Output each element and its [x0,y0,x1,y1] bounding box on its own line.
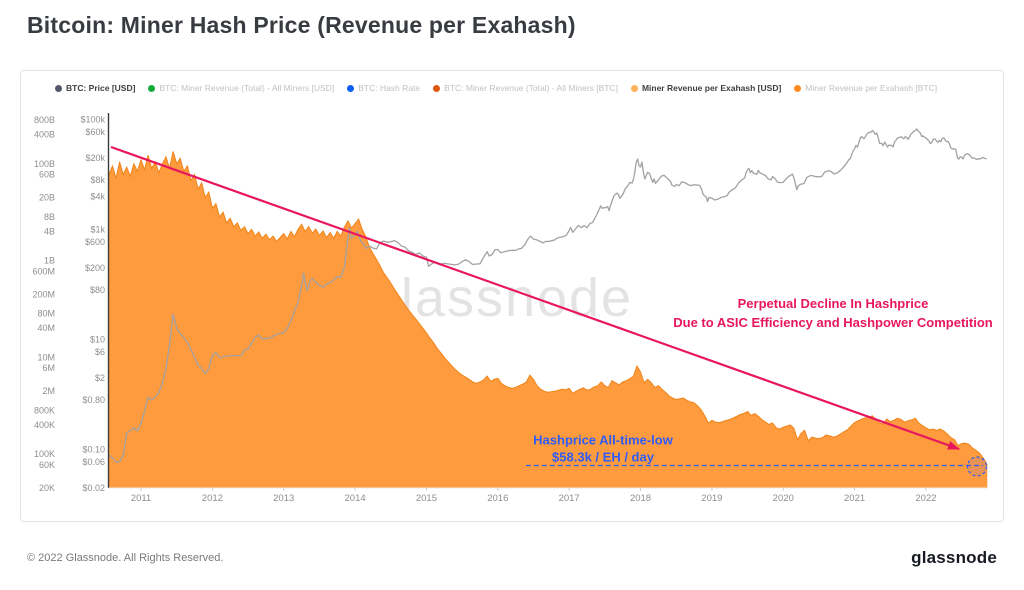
svg-text:$58.3k / EH / day: $58.3k / EH / day [552,450,655,465]
svg-text:2016: 2016 [487,493,508,504]
page-footer: © 2022 Glassnode. All Rights Reserved. g… [0,536,1024,580]
btc-price-line [108,128,987,463]
legend-dot-icon [148,84,156,92]
svg-text:20B: 20B [39,193,55,203]
legend-label: BTC: Miner Revenue (Total) - All Miners … [444,83,618,93]
svg-text:200M: 200M [32,289,55,299]
svg-text:2M: 2M [42,386,55,396]
legend-item-1[interactable]: BTC: Price [USD] [55,83,135,93]
atl-circle-icon [966,456,988,477]
svg-text:$0.10: $0.10 [82,445,105,455]
svg-text:20K: 20K [39,483,55,493]
svg-text:800K: 800K [34,405,55,415]
svg-text:400B: 400B [34,130,55,140]
svg-text:$10: $10 [90,335,105,345]
svg-text:$6: $6 [95,347,105,357]
svg-text:2012: 2012 [202,493,223,504]
svg-text:800B: 800B [34,115,55,125]
svg-text:100B: 100B [34,159,55,169]
legend-item-4[interactable]: BTC: Miner Revenue (Total) - All Miners … [433,83,618,93]
svg-text:2011: 2011 [131,493,151,504]
svg-text:$4k: $4k [90,191,105,201]
svg-text:$20k: $20k [85,153,105,163]
legend-dot-icon [433,84,441,92]
copyright-text: © 2022 Glassnode. All Rights Reserved. [27,552,224,564]
legend-label: BTC: Hash Rate [358,83,421,93]
svg-text:$60k: $60k [85,127,105,137]
legend-dot-icon [630,84,638,92]
svg-text:600M: 600M [32,266,55,276]
legend-dot-icon [794,84,802,92]
chart-plot[interactable]: glassnode800B400B100B60B20B8B4B1B600M200… [21,101,1003,513]
chart-legend: BTC: Price [USD] BTC: Miner Revenue (Tota… [55,83,995,93]
svg-text:2022: 2022 [915,493,936,504]
svg-text:$200: $200 [85,263,105,273]
svg-text:2015: 2015 [416,493,437,504]
svg-text:60K: 60K [39,460,55,470]
svg-text:10M: 10M [37,352,55,362]
svg-text:2017: 2017 [559,493,580,504]
svg-text:2019: 2019 [701,493,722,504]
legend-item-3[interactable]: BTC: Hash Rate [347,83,420,93]
svg-text:80M: 80M [37,309,55,319]
page-title: Bitcoin: Miner Hash Price (Revenue per E… [27,12,576,38]
svg-text:$1k: $1k [90,225,105,235]
svg-text:$8k: $8k [90,175,105,185]
svg-text:60B: 60B [39,170,55,180]
svg-text:2014: 2014 [345,493,366,504]
hashprice-edge [108,151,988,466]
svg-text:2013: 2013 [273,493,294,504]
atl-annotation: Hashprice All-time-low $58.3k / EH / day [533,433,674,465]
decline-annotation: Perpetual Decline In Hashprice Due to ASI… [673,296,993,330]
svg-text:Hashprice All-time-low: Hashprice All-time-low [533,433,674,448]
legend-label: BTC: Price [USD] [66,83,136,93]
svg-text:Due to ASIC Efficiency and Has: Due to ASIC Efficiency and Hashpower Com… [673,315,993,330]
chart-card: BTC: Price [USD] BTC: Miner Revenue (Tota… [20,70,1004,522]
svg-text:2018: 2018 [630,493,651,504]
legend-label: BTC: Miner Revenue (Total) - All Miners … [159,83,335,93]
svg-text:$0.06: $0.06 [82,457,105,467]
svg-text:40M: 40M [37,323,55,333]
svg-text:$80: $80 [90,285,105,295]
svg-text:2020: 2020 [773,493,794,504]
x-axis-labels: 2011 2012 2013 2014 2015 2016 2017 2018 2019 2020… [131,488,937,504]
legend-dot-icon [347,84,355,92]
svg-text:100K: 100K [34,449,55,459]
legend-item-6[interactable]: Miner Revenue per Exahash [BTC] [794,83,937,93]
svg-text:4B: 4B [44,226,55,236]
svg-text:$0.02: $0.02 [82,483,105,493]
svg-text:$100k: $100k [80,115,105,125]
glassnode-logo: glassnode [911,548,997,567]
decline-arrow-icon [110,145,960,451]
svg-text:6M: 6M [42,363,55,373]
legend-label: Miner Revenue per Exahash [BTC] [805,83,938,93]
svg-text:1B: 1B [44,256,55,266]
legend-label: Miner Revenue per Exahash [USD] [641,83,782,93]
svg-text:Perpetual Decline In Hashprice: Perpetual Decline In Hashprice [738,296,929,311]
svg-text:8B: 8B [44,212,55,222]
y-axis-inner-labels: $100k $60k $20k $8k $4k $1k $600 $200 $80 $10 $6 $2… [80,115,105,493]
svg-text:$600: $600 [85,237,105,247]
legend-item-2[interactable]: BTC: Miner Revenue (Total) - All Miners … [148,83,334,93]
svg-text:2021: 2021 [844,493,865,504]
svg-text:$2: $2 [95,373,105,383]
svg-text:400K: 400K [34,420,55,430]
legend-dot-icon [55,84,62,92]
legend-item-5[interactable]: Miner Revenue per Exahash [USD] [630,83,782,93]
svg-text:$0.80: $0.80 [82,395,105,405]
